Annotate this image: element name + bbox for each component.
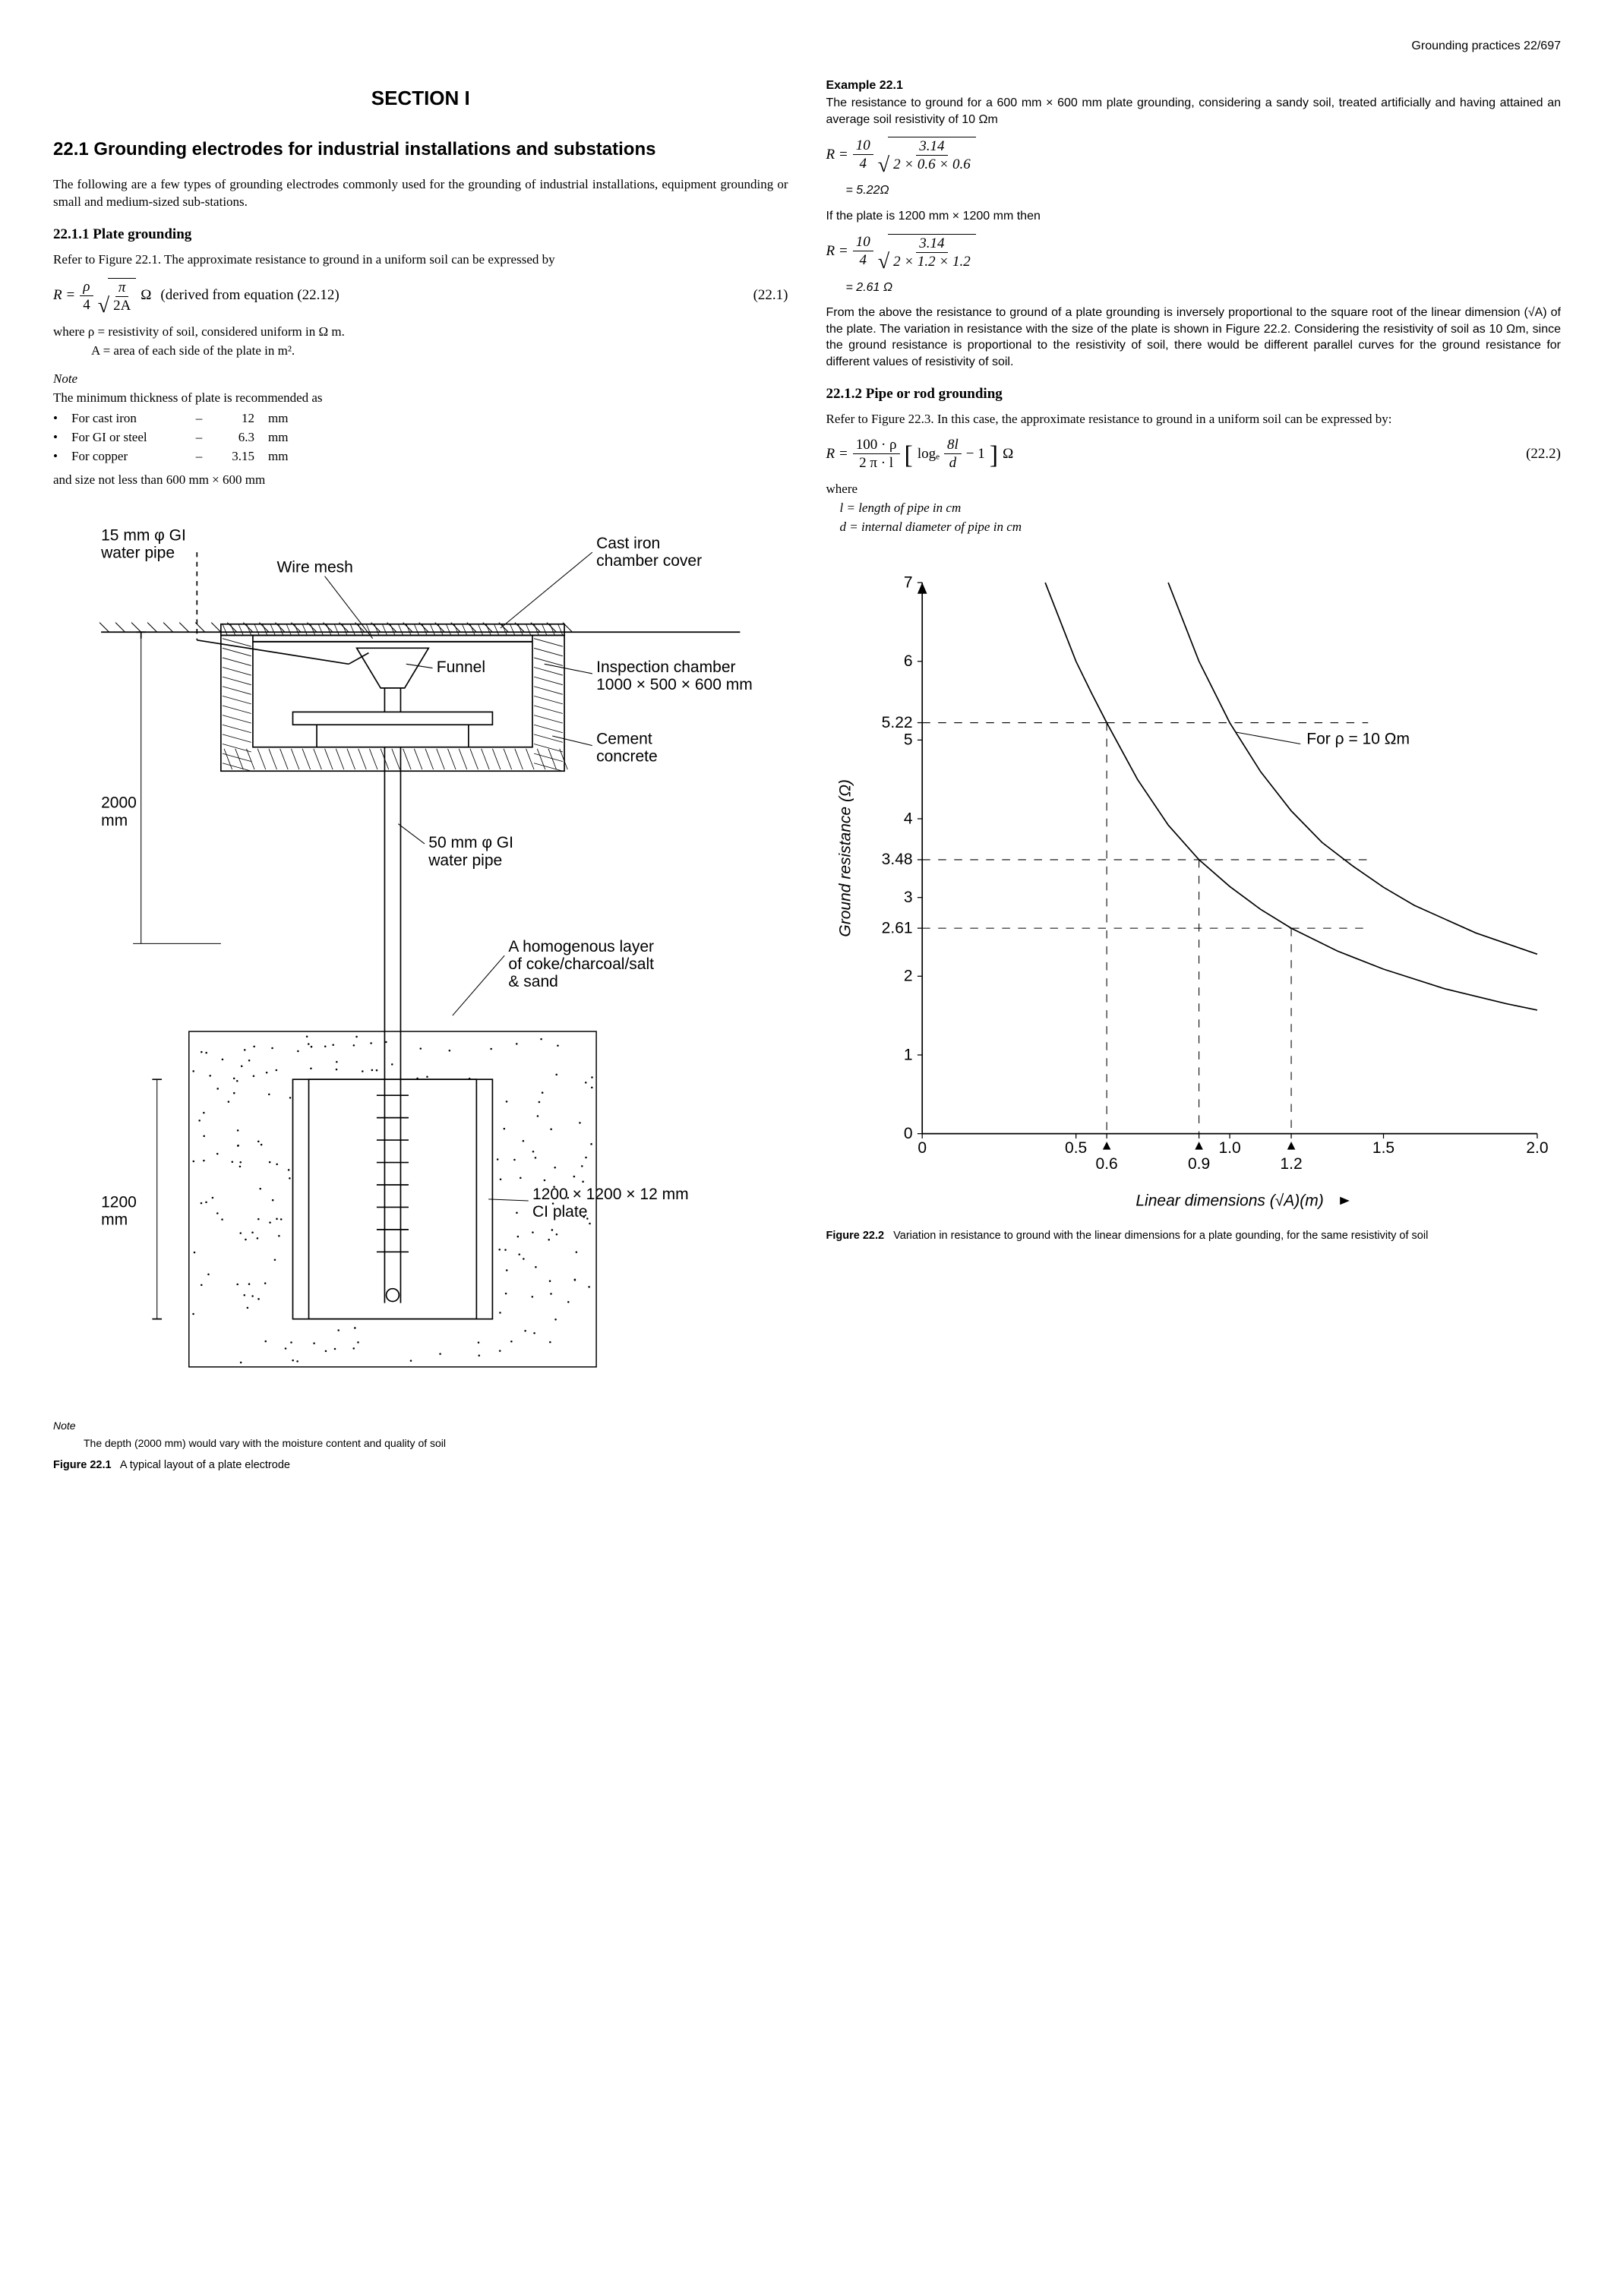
- right-column: Example 22.1 The resistance to ground fo…: [826, 77, 1562, 1483]
- left-column: SECTION I 22.1 Grounding electrodes for …: [53, 77, 788, 1483]
- svg-text:chamber cover: chamber cover: [596, 552, 702, 570]
- svg-text:1.5: 1.5: [1372, 1139, 1394, 1157]
- svg-text:0: 0: [918, 1139, 927, 1157]
- fig1-note-label: Note: [53, 1419, 788, 1433]
- svg-text:Wire mesh: Wire mesh: [276, 558, 352, 576]
- svg-text:1: 1: [903, 1046, 912, 1063]
- sub-22-1-1: 22.1.1 Plate grounding: [53, 225, 788, 245]
- svg-text:50 mm φ GI: 50 mm φ GI: [428, 834, 513, 851]
- ex-mid: If the plate is 1200 mm × 1200 mm then: [826, 208, 1562, 225]
- where-A: A = area of each side of the plate in m²…: [53, 343, 788, 360]
- svg-text:6: 6: [903, 652, 912, 670]
- equation-22-1: R = ρ 4 √ π 2A Ω (derived from equation …: [53, 278, 788, 313]
- svg-text:5.22: 5.22: [881, 714, 912, 731]
- thickness-list: •For cast iron–12mm•For GI or steel–6.3m…: [53, 410, 788, 466]
- svg-text:of coke/charcoal/salt: of coke/charcoal/salt: [508, 955, 654, 973]
- header-text: Grounding practices 22/697: [1411, 39, 1561, 52]
- svg-text:0.9: 0.9: [1187, 1155, 1209, 1173]
- svg-text:water pipe: water pipe: [100, 544, 175, 561]
- fig1-note: The depth (2000 mm) would vary with the …: [84, 1436, 788, 1451]
- size-line: and size not less than 600 mm × 600 mm: [53, 472, 788, 489]
- svg-text:mm: mm: [101, 811, 128, 829]
- sub-22-1-2: 22.1.2 Pipe or rod grounding: [826, 384, 1562, 404]
- example-22-1: Example 22.1: [826, 77, 1562, 94]
- svg-text:1200 × 1200 × 12 mm: 1200 × 1200 × 12 mm: [532, 1186, 689, 1203]
- svg-text:2.0: 2.0: [1526, 1139, 1548, 1157]
- where-d: d = internal diameter of pipe in cm: [826, 519, 1562, 536]
- svg-text:Cement: Cement: [596, 730, 652, 747]
- intro-text: The following are a few types of groundi…: [53, 176, 788, 211]
- svg-text:Linear dimensions (√A)(m): Linear dimensions (√A)(m): [1135, 1192, 1323, 1209]
- note-line: The minimum thickness of plate is recomm…: [53, 390, 788, 407]
- svg-text:1000 × 500 × 600 mm: 1000 × 500 × 600 mm: [596, 676, 753, 693]
- figure-22-1-svg: 2000mm1200mm15 mm φ GIwater pipeWire mes…: [53, 504, 788, 1415]
- fig1-caption: Figure 22.1 A typical layout of a plate …: [53, 1458, 788, 1473]
- page-columns: SECTION I 22.1 Grounding electrodes for …: [53, 77, 1561, 1483]
- svg-text:0.6: 0.6: [1095, 1155, 1117, 1173]
- svg-text:2.61: 2.61: [881, 919, 912, 936]
- svg-text:7: 7: [903, 573, 912, 591]
- svg-text:concrete: concrete: [596, 747, 658, 765]
- section-heading: 22.1 Grounding electrodes for industrial…: [53, 138, 788, 161]
- ex-eq1: R = 10 4 √ 3.14 2 × 0.6 × 0.6: [826, 137, 1562, 172]
- svg-text:Cast iron: Cast iron: [596, 534, 660, 551]
- figure-22-1: 2000mm1200mm15 mm φ GIwater pipeWire mes…: [53, 504, 788, 1473]
- svg-text:1.2: 1.2: [1280, 1155, 1302, 1173]
- svg-text:CI plate: CI plate: [532, 1203, 587, 1221]
- note-label: Note: [53, 371, 788, 388]
- svg-text:0.5: 0.5: [1065, 1139, 1087, 1157]
- equation-22-2: R = 100 · ρ 2 π · l [ logₑ 8l d − 1 ] Ω …: [826, 437, 1562, 470]
- where-rho: where ρ = resistivity of soil, considere…: [53, 324, 788, 341]
- ex-eq1-result: = 5.22Ω: [826, 182, 1562, 199]
- svg-text:15 mm φ GI: 15 mm φ GI: [101, 526, 186, 544]
- where-label: where: [826, 481, 1562, 498]
- page-header: Grounding practices 22/697: [53, 38, 1561, 55]
- ex-p1: The resistance to ground for a 600 mm × …: [826, 95, 1562, 128]
- svg-text:Inspection chamber: Inspection chamber: [596, 658, 735, 675]
- svg-text:1.0: 1.0: [1218, 1139, 1240, 1157]
- svg-text:0: 0: [903, 1125, 912, 1142]
- svg-text:A homogenous layer: A homogenous layer: [508, 938, 654, 955]
- figure-22-2: 0 1 2 2.61 3 3.48 4 55.22 6 7 0 0.5 0.6 0.9 1.0 1.2 1.5 2…: [826, 567, 1562, 1244]
- svg-text:4: 4: [903, 810, 912, 827]
- ex-eq2: R = 10 4 √ 3.14 2 × 1.2 × 1.2: [826, 234, 1562, 269]
- svg-text:Ground resistance (Ω): Ground resistance (Ω): [836, 779, 854, 937]
- svg-text:For ρ = 10 Ωm: For ρ = 10 Ωm: [1306, 730, 1410, 747]
- svg-text:& sand: & sand: [508, 973, 557, 990]
- svg-text:5: 5: [903, 731, 912, 749]
- svg-text:2: 2: [903, 968, 912, 985]
- svg-text:Funnel: Funnel: [437, 658, 485, 675]
- svg-text:2000: 2000: [101, 794, 137, 811]
- ex-eq2-result: = 2.61 Ω: [826, 279, 1562, 296]
- svg-text:1200: 1200: [101, 1193, 137, 1211]
- sub2-p1: Refer to Figure 22.3. In this case, the …: [826, 411, 1562, 428]
- eq-number-22-2: (22.2): [1511, 444, 1561, 464]
- svg-text:3: 3: [903, 889, 912, 906]
- fig2-caption: Figure 22.2 Variation in resistance to g…: [826, 1229, 1562, 1244]
- thickness-item: •For cast iron–12mm: [53, 410, 788, 428]
- where-l: l = length of pipe in cm: [826, 500, 1562, 517]
- sub1-p1: Refer to Figure 22.1. The approximate re…: [53, 251, 788, 269]
- ex-p2: From the above the resistance to ground …: [826, 305, 1562, 370]
- figure-22-2-svg: 0 1 2 2.61 3 3.48 4 55.22 6 7 0 0.5 0.6 0.9 1.0 1.2 1.5 2…: [826, 567, 1562, 1221]
- svg-text:mm: mm: [101, 1211, 128, 1228]
- eq-number-22-1: (22.1): [738, 286, 788, 305]
- section-label: SECTION I: [53, 85, 788, 112]
- svg-text:water pipe: water pipe: [428, 851, 502, 869]
- svg-text:3.48: 3.48: [881, 851, 912, 868]
- thickness-item: •For copper–3.15mm: [53, 448, 788, 466]
- thickness-item: •For GI or steel–6.3mm: [53, 429, 788, 447]
